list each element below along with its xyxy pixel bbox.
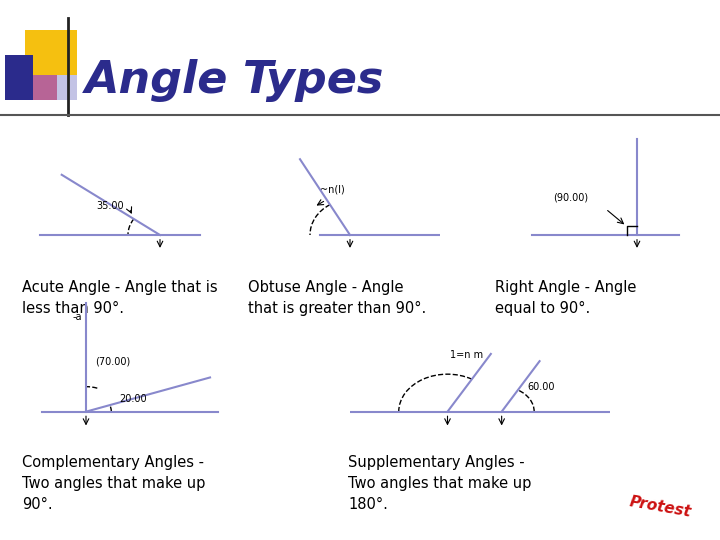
Text: (90.00): (90.00) — [553, 192, 588, 202]
Text: 35.00: 35.00 — [96, 201, 124, 211]
Text: Protest: Protest — [628, 494, 692, 520]
Text: Right Angle - Angle
equal to 90°.: Right Angle - Angle equal to 90°. — [495, 280, 636, 316]
Text: Obtuse Angle - Angle
that is greater than 90°.: Obtuse Angle - Angle that is greater tha… — [248, 280, 426, 316]
Text: Supplementary Angles -
Two angles that make up
180°.: Supplementary Angles - Two angles that m… — [348, 455, 531, 512]
Bar — [5, 55, 57, 100]
Text: Complementary Angles -
Two angles that make up
90°.: Complementary Angles - Two angles that m… — [22, 455, 205, 512]
Text: 1=n m: 1=n m — [450, 350, 483, 360]
Text: 60.00: 60.00 — [528, 382, 555, 392]
Text: Acute Angle - Angle that is
less than 90°.: Acute Angle - Angle that is less than 90… — [22, 280, 217, 316]
Text: Angle Types: Angle Types — [85, 58, 384, 102]
Bar — [5, 55, 33, 100]
Text: ~n(l): ~n(l) — [320, 185, 345, 195]
Text: -a: -a — [73, 312, 82, 322]
Bar — [25, 30, 77, 75]
Text: (70.00): (70.00) — [95, 357, 130, 367]
Bar — [33, 55, 77, 100]
Text: 20.00: 20.00 — [119, 394, 147, 404]
